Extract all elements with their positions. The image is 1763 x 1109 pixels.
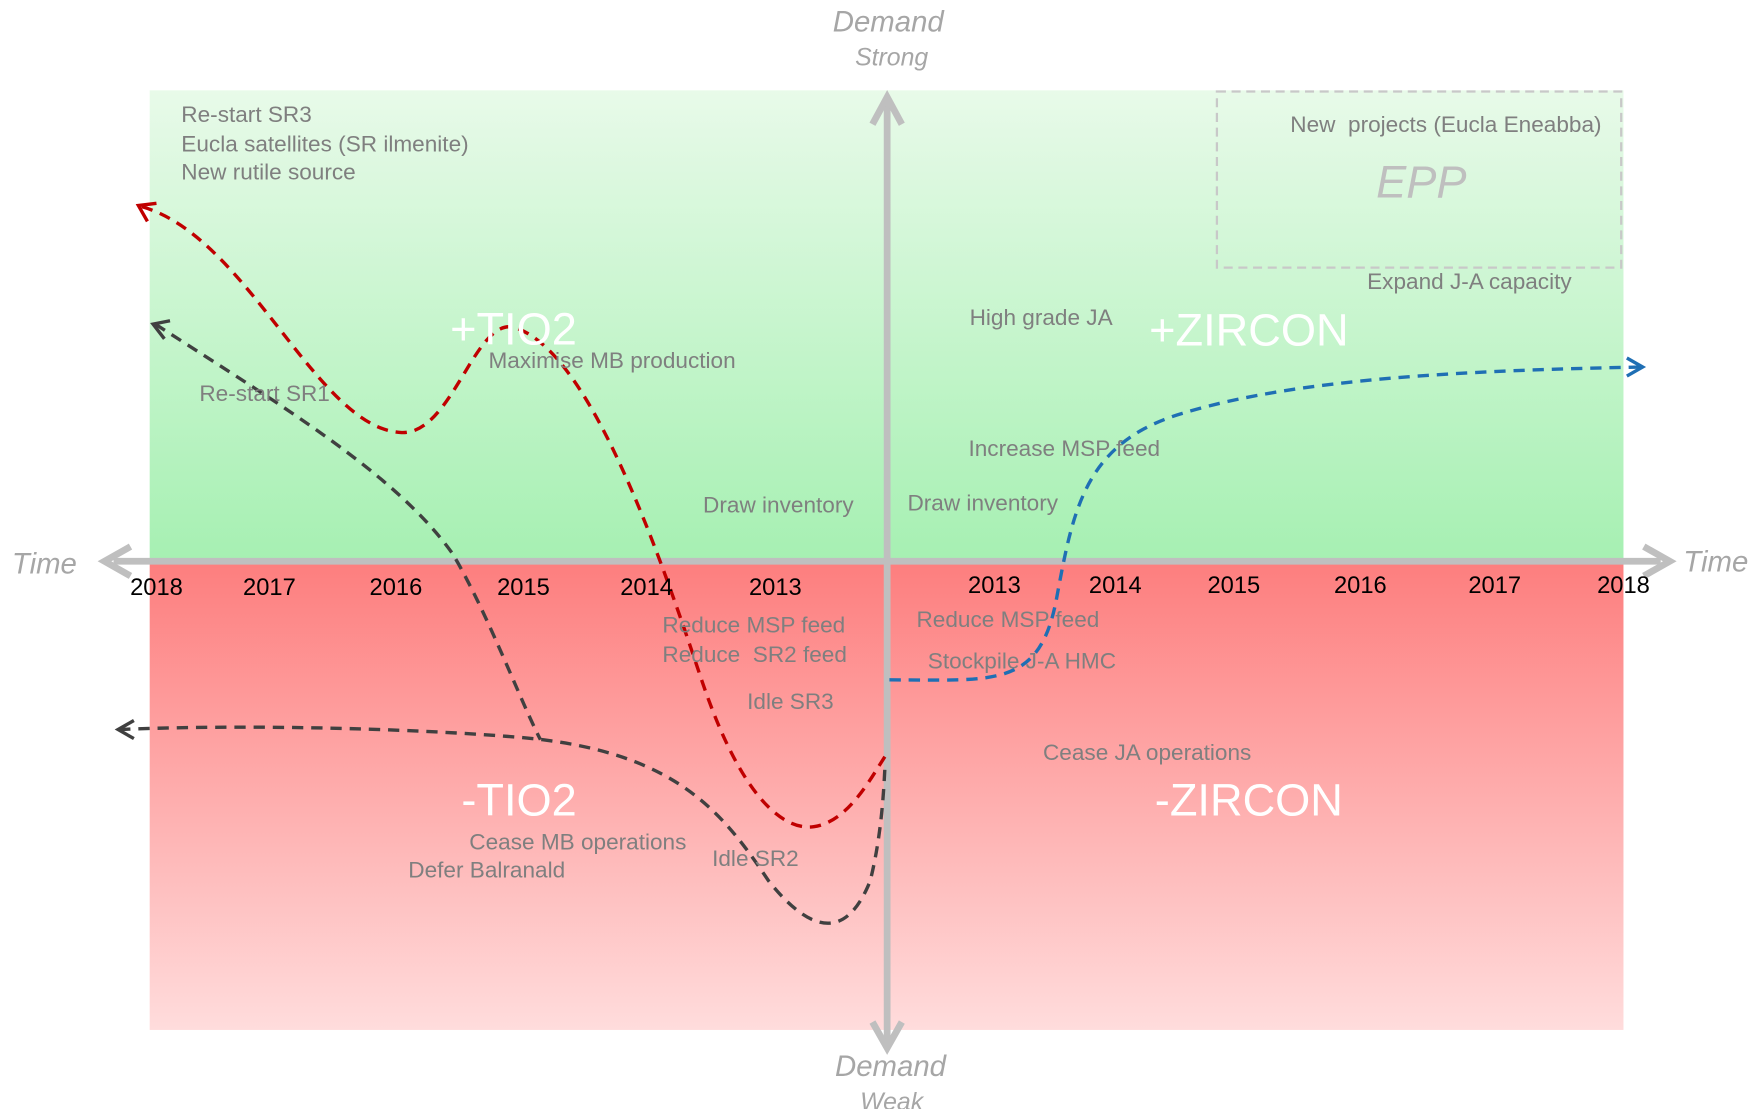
axis-sublabel: Weak (860, 1089, 925, 1109)
year-label: 2018 (130, 575, 183, 601)
year-label: 2017 (243, 575, 296, 601)
axes (97, 90, 1677, 1055)
annotation: Re-start SR1 (199, 381, 330, 406)
epp-box (1215, 90, 1623, 269)
annotation: Draw inventory (703, 493, 854, 518)
axis-label: Demand (833, 6, 946, 39)
axis-label: Time (12, 548, 77, 581)
year-label: 2014 (620, 575, 673, 601)
annotation: Reduce MSP feed (662, 612, 845, 637)
annotation: Draw inventory (907, 490, 1058, 515)
annotation: Defer Balranald (408, 857, 565, 882)
epp-title: New projects (Eucla Eneabba) (1290, 112, 1601, 137)
year-label: 2017 (1468, 573, 1521, 599)
axis-label: Demand (835, 1050, 948, 1083)
annotation: High grade JA (970, 305, 1114, 330)
year-label: 2015 (1207, 573, 1260, 599)
annotation: Idle SR2 (712, 846, 799, 871)
quadrant-label: -TIO2 (461, 774, 576, 825)
annotation: Maximise MB production (488, 348, 735, 373)
annotation: Eucla satellites (SR ilmenite) (181, 131, 468, 156)
quadrant-label: +ZIRCON (1149, 305, 1348, 356)
year-label: 2016 (1334, 573, 1387, 599)
annotation: New rutile source (181, 160, 355, 185)
annotation: Cease MB operations (469, 829, 686, 854)
annotation: Re-start SR3 (181, 102, 311, 127)
year-label: 2015 (497, 575, 550, 601)
year-label: 2018 (1597, 573, 1650, 599)
year-label: 2014 (1089, 573, 1142, 599)
annotation: Reduce MSP feed (917, 607, 1100, 632)
annotation: Expand J-A capacity (1367, 269, 1572, 294)
year-label: 2013 (749, 575, 802, 601)
annotation: Stockpile J-A HMC (928, 649, 1116, 674)
quadrant-label: -ZIRCON (1155, 774, 1343, 825)
annotation: Idle SR3 (747, 689, 834, 714)
annotation: Cease JA operations (1043, 740, 1251, 765)
arrowheads (114, 201, 1647, 741)
epp-label: EPP (1376, 157, 1466, 208)
axis-sublabel: Strong (855, 45, 928, 72)
labels: 2018 2017 2016 2015 2014 2013 2013 2014 2015 2016… (130, 102, 1650, 883)
year-label: 2013 (968, 573, 1021, 599)
annotation: Increase MSP feed (968, 436, 1160, 461)
year-label: 2016 (370, 575, 423, 601)
annotation: Reduce SR2 feed (662, 642, 847, 667)
axis-label: Time (1683, 545, 1748, 578)
quadrant-label: +TIO2 (450, 303, 577, 354)
curves (119, 205, 1641, 925)
